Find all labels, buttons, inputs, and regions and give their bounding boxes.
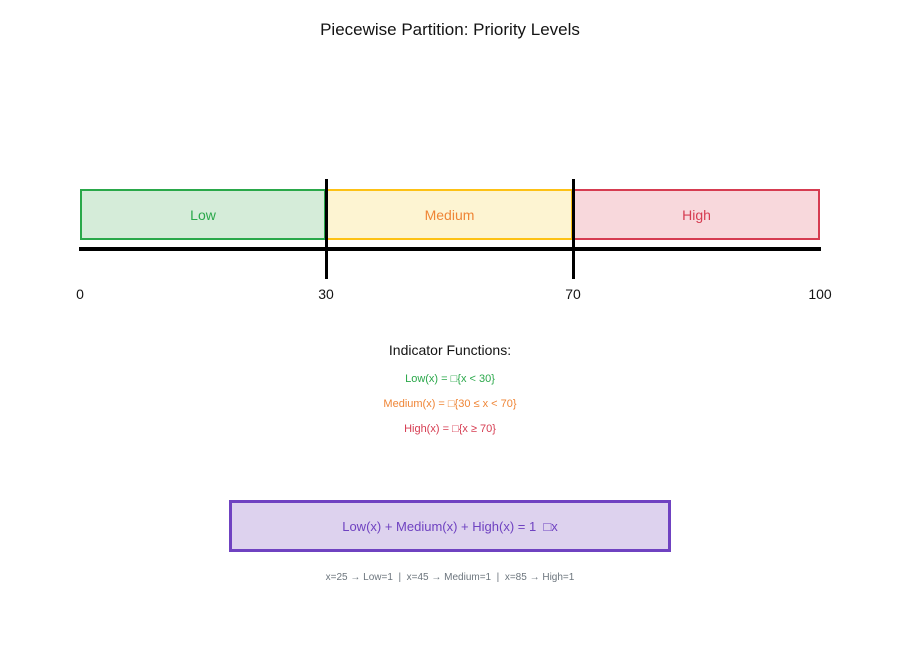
segment-medium-label: Medium (424, 206, 475, 223)
figure-title: Piecewise Partition: Priority Levels (320, 20, 580, 39)
segment-medium: Medium (326, 189, 573, 240)
tick-label-30: 30 (318, 286, 334, 302)
indicator-low-formula: Low(x) = □{x < 30} (405, 373, 495, 385)
segment-high-label: High (682, 206, 711, 223)
indicator-medium-formula: Medium(x) = □{30 ≤ x < 70} (383, 398, 517, 410)
example-evaluations: x=25 → Low=1 | x=45 → Medium=1 | x=85 → … (325, 572, 575, 583)
partition-identity-text: Low(x) + Medium(x) + High(x) = 1 □x (342, 518, 558, 534)
boundary-line-70 (572, 179, 575, 279)
segment-low-label: Low (190, 206, 216, 223)
segment-high: High (573, 189, 820, 240)
tick-label-100: 100 (808, 286, 832, 302)
partition-identity-box: Low(x) + Medium(x) + High(x) = 1 □x (229, 500, 671, 552)
segment-low: Low (80, 189, 326, 240)
tick-label-70: 70 (565, 286, 581, 302)
indicator-high-formula: High(x) = □{x ≥ 70} (404, 423, 496, 435)
indicator-functions-header: Indicator Functions: (388, 342, 512, 358)
boundary-line-30 (325, 179, 328, 279)
tick-label-0: 0 (76, 286, 84, 302)
number-line-axis (79, 247, 821, 251)
